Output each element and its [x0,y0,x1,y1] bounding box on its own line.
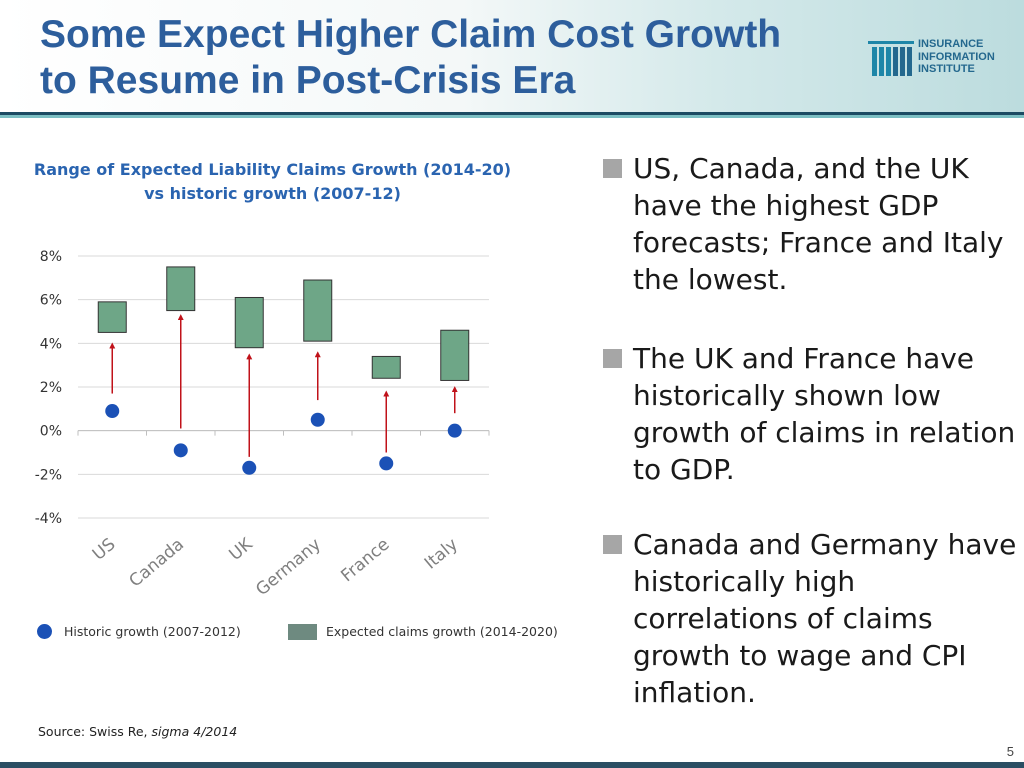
y-tick-label: 2% [40,380,62,396]
page-number: 5 [1006,744,1014,759]
expected-range-bar [371,355,401,379]
historic-point [379,456,394,471]
category-label: Canada [126,535,188,592]
slide-title-line2: to Resume in Post-Crisis Era [40,59,576,102]
footer-bar [0,762,1024,768]
header-band [0,0,1024,112]
source-prefix: Source: Swiss Re, [38,724,152,739]
logo-line2: INFORMATION [918,50,995,63]
legend-historic-label: Historic growth (2007-2012) [64,624,241,639]
expected-range-bar [234,296,264,349]
y-tick-label: 4% [40,336,62,352]
iii-logo-icon [868,41,914,76]
category-label: Italy [421,535,462,574]
slide-title: Some Expect Higher Claim Cost Growth to … [40,12,860,104]
historic-point [173,443,188,458]
expected-range-bar [440,329,470,381]
category-label: UK [226,534,258,565]
historic-point [447,423,462,438]
historic-point [105,404,120,419]
historic-point [310,412,325,427]
source-publication: sigma 4/2014 [151,724,238,739]
header-divider-accent [0,115,1024,118]
historic-point [242,460,257,475]
logo-line1: INSURANCE [918,38,984,50]
expected-range-bar [97,301,127,333]
iii-logo: INSURANCE INFORMATION INSTITUTE [868,38,1014,78]
bullet-square-icon [603,535,622,554]
bullet-text: US, Canada, and the UK have the highest … [633,152,1004,296]
legend-expected-label: Expected claims growth (2014-2020) [326,624,558,639]
bullet-square-icon [603,159,622,178]
legend-historic-marker [37,624,52,639]
bullet-square-icon [603,349,622,368]
chart-title: Range of Expected Liability Claims Growt… [33,160,512,203]
y-tick-label: 0% [40,424,62,440]
bullet-text: The UK and France have historically show… [633,342,1016,486]
expected-range-bar [303,279,333,342]
y-tick-label: 6% [40,293,62,309]
category-label: France [337,535,393,587]
y-tick-label: -4% [35,511,62,527]
y-tick-label: -2% [35,467,62,483]
category-label: Germany [252,535,325,601]
header-divider [0,112,1024,115]
category-label: US [89,535,120,565]
source-note: Source: Swiss Re, sigma 4/2014 [38,724,237,739]
expected-range-bar [166,266,196,312]
slide-title-line1: Some Expect Higher Claim Cost Growth [40,13,782,56]
logo-line3: INSTITUTE [918,63,975,75]
bullet-text: Canada and Germany have historically hig… [633,528,1017,709]
legend-expected-marker [288,624,317,640]
y-tick-label: 8% [40,249,62,265]
iii-logo-text: INSURANCE INFORMATION INSTITUTE [918,38,1014,76]
